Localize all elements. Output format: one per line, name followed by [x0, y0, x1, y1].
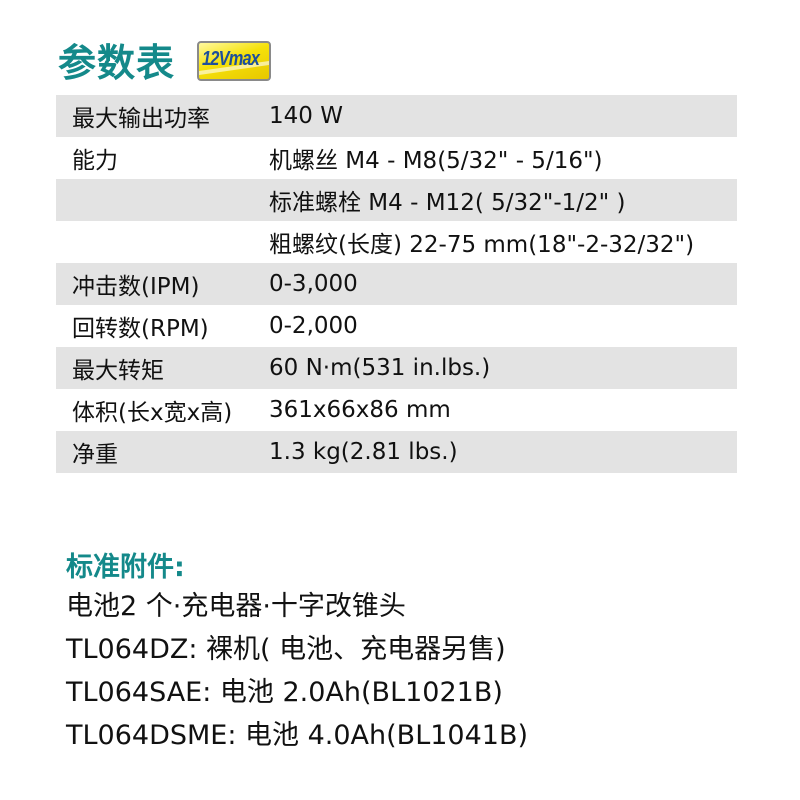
- spec-value: 粗螺纹(长度) 22-75 mm(18"-2-32/32"): [269, 232, 695, 258]
- spec-value: 140 W: [269, 103, 343, 129]
- accessory-line: 电池2 个·充电器·十字改锥头: [66, 591, 406, 622]
- spec-value: 0-3,000: [269, 271, 358, 297]
- spec-value: 标准螺栓 M4 - M12( 5/32"-1/2" ): [269, 190, 626, 216]
- page-title: 参数表: [58, 41, 176, 85]
- accessories-title: 标准附件:: [66, 552, 185, 583]
- spec-label: 净重: [72, 442, 118, 468]
- spec-table: 最大输出功率 140 W 能力 机螺丝 M4 - M8(5/32" - 5/16")…: [56, 95, 737, 473]
- spec-value: 361x66x86 mm: [269, 397, 451, 423]
- spec-value: 1.3 kg(2.81 lbs.): [269, 439, 458, 465]
- spec-value: 60 N·m(531 in.lbs.): [269, 355, 491, 381]
- spec-row: 最大转矩 60 N·m(531 in.lbs.): [56, 347, 737, 389]
- accessory-line: TL064DSME: 电池 4.0Ah(BL1041B): [66, 720, 529, 751]
- spec-value: 机螺丝 M4 - M8(5/32" - 5/16"): [269, 148, 603, 174]
- spec-label: 最大输出功率: [72, 106, 210, 132]
- spec-label: 体积(长x宽x高): [72, 400, 233, 426]
- spec-label: 最大转矩: [72, 358, 164, 384]
- spec-label: 回转数(RPM): [72, 316, 209, 342]
- spec-row: 体积(长x宽x高) 361x66x86 mm: [56, 389, 737, 431]
- spec-row: 粗螺纹(长度) 22-75 mm(18"-2-32/32"): [56, 221, 737, 263]
- spec-row: 回转数(RPM) 0-2,000: [56, 305, 737, 347]
- spec-row: 能力 机螺丝 M4 - M8(5/32" - 5/16"): [56, 137, 737, 179]
- accessory-line: TL064SAE: 电池 2.0Ah(BL1021B): [66, 677, 503, 708]
- spec-label: 能力: [72, 148, 118, 174]
- spec-label: 冲击数(IPM): [72, 274, 200, 300]
- spec-row: 标准螺栓 M4 - M12( 5/32"-1/2" ): [56, 179, 737, 221]
- 12vmax-badge: 12Vmax: [197, 41, 271, 81]
- accessory-line: TL064DZ: 裸机( 电池、充电器另售): [66, 634, 506, 665]
- spec-row: 净重 1.3 kg(2.81 lbs.): [56, 431, 737, 473]
- spec-value: 0-2,000: [269, 313, 358, 339]
- spec-row: 冲击数(IPM) 0-3,000: [56, 263, 737, 305]
- spec-row: 最大输出功率 140 W: [56, 95, 737, 137]
- accessories-list: 电池2 个·充电器·十字改锥头 TL064DZ: 裸机( 电池、充电器另售) T…: [66, 585, 528, 757]
- badge-text: 12Vmax: [202, 48, 260, 70]
